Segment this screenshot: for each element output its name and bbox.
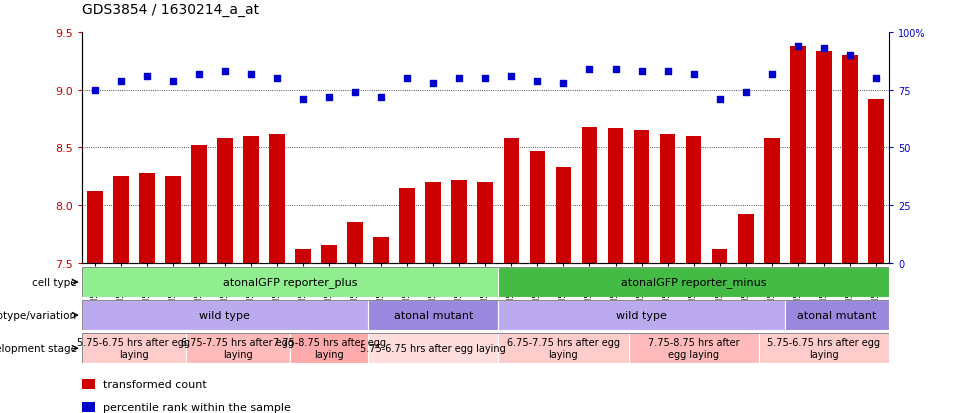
Point bbox=[426, 81, 441, 87]
Point bbox=[686, 71, 702, 78]
Bar bbox=[790, 47, 805, 263]
Point bbox=[139, 74, 155, 80]
Bar bbox=[452, 180, 467, 263]
Bar bbox=[269, 134, 284, 263]
Point bbox=[295, 97, 310, 103]
Bar bbox=[628, 333, 759, 363]
Text: percentile rank within the sample: percentile rank within the sample bbox=[103, 402, 290, 412]
Point bbox=[217, 69, 233, 76]
Text: 6.75-7.75 hrs after egg
laying: 6.75-7.75 hrs after egg laying bbox=[182, 337, 294, 359]
Point bbox=[113, 78, 129, 85]
Point bbox=[348, 90, 363, 96]
Bar bbox=[290, 333, 368, 363]
Point bbox=[243, 71, 259, 78]
Text: atonal mutant: atonal mutant bbox=[798, 310, 876, 320]
Point bbox=[868, 76, 883, 82]
Bar bbox=[816, 52, 831, 263]
Text: transformed count: transformed count bbox=[103, 379, 207, 389]
Point bbox=[634, 69, 650, 76]
Bar bbox=[368, 300, 499, 330]
Point bbox=[478, 76, 493, 82]
Bar bbox=[530, 152, 545, 263]
Point bbox=[87, 87, 103, 94]
Bar bbox=[295, 249, 310, 263]
Bar bbox=[686, 137, 702, 263]
Bar bbox=[785, 300, 889, 330]
Bar bbox=[86, 192, 103, 263]
Bar bbox=[633, 131, 650, 263]
Bar bbox=[400, 188, 415, 263]
Bar bbox=[607, 128, 624, 263]
Text: 5.75-6.75 hrs after egg
laying: 5.75-6.75 hrs after egg laying bbox=[767, 337, 880, 359]
Point bbox=[712, 97, 727, 103]
Bar bbox=[243, 137, 259, 263]
Bar bbox=[217, 139, 233, 263]
Point bbox=[660, 69, 676, 76]
Bar bbox=[499, 333, 628, 363]
Point bbox=[165, 78, 181, 85]
Text: atonalGFP reporter_minus: atonalGFP reporter_minus bbox=[621, 277, 766, 288]
Text: 7.75-8.75 hrs after egg
laying: 7.75-8.75 hrs after egg laying bbox=[273, 337, 385, 359]
Bar bbox=[139, 173, 155, 263]
Bar bbox=[368, 333, 499, 363]
Bar bbox=[185, 333, 290, 363]
Text: 5.75-6.75 hrs after egg laying: 5.75-6.75 hrs after egg laying bbox=[360, 343, 506, 354]
Point bbox=[581, 66, 597, 73]
Text: cell type: cell type bbox=[33, 277, 77, 287]
Bar bbox=[113, 177, 129, 263]
Text: wild type: wild type bbox=[616, 310, 667, 320]
Bar bbox=[712, 249, 727, 263]
Bar bbox=[868, 100, 884, 263]
Bar bbox=[504, 139, 519, 263]
Text: genotype/variation: genotype/variation bbox=[0, 310, 77, 320]
Bar bbox=[82, 333, 185, 363]
Text: atonal mutant: atonal mutant bbox=[394, 310, 473, 320]
Point bbox=[400, 76, 415, 82]
Bar bbox=[321, 246, 337, 263]
Bar bbox=[347, 223, 363, 263]
Bar bbox=[499, 300, 785, 330]
Bar bbox=[759, 333, 889, 363]
Bar bbox=[165, 177, 181, 263]
Text: 7.75-8.75 hrs after
egg laying: 7.75-8.75 hrs after egg laying bbox=[648, 337, 739, 359]
Point bbox=[321, 94, 336, 101]
Point bbox=[842, 53, 857, 59]
Bar bbox=[478, 183, 493, 263]
Bar bbox=[82, 267, 499, 297]
Bar bbox=[499, 267, 889, 297]
Point bbox=[607, 66, 623, 73]
Bar bbox=[738, 215, 753, 263]
Point bbox=[452, 76, 467, 82]
Bar bbox=[555, 168, 571, 263]
Bar bbox=[191, 146, 207, 263]
Bar bbox=[426, 183, 441, 263]
Point bbox=[764, 71, 779, 78]
Point bbox=[738, 90, 753, 96]
Bar bbox=[842, 56, 857, 263]
Bar bbox=[581, 127, 598, 263]
Bar bbox=[764, 139, 779, 263]
Point bbox=[269, 76, 284, 82]
Point bbox=[504, 74, 519, 80]
Bar bbox=[660, 134, 676, 263]
Point bbox=[374, 94, 389, 101]
Text: 6.75-7.75 hrs after egg
laying: 6.75-7.75 hrs after egg laying bbox=[506, 337, 620, 359]
Text: wild type: wild type bbox=[200, 310, 251, 320]
Point bbox=[555, 81, 571, 87]
Text: development stage: development stage bbox=[0, 343, 77, 354]
Point bbox=[790, 43, 805, 50]
Point bbox=[816, 46, 831, 52]
Point bbox=[191, 71, 207, 78]
Bar bbox=[82, 300, 368, 330]
Text: atonalGFP reporter_plus: atonalGFP reporter_plus bbox=[223, 277, 357, 288]
Bar bbox=[373, 238, 389, 263]
Text: GDS3854 / 1630214_a_at: GDS3854 / 1630214_a_at bbox=[82, 2, 259, 17]
Point bbox=[530, 78, 545, 85]
Text: 5.75-6.75 hrs after egg
laying: 5.75-6.75 hrs after egg laying bbox=[77, 337, 190, 359]
